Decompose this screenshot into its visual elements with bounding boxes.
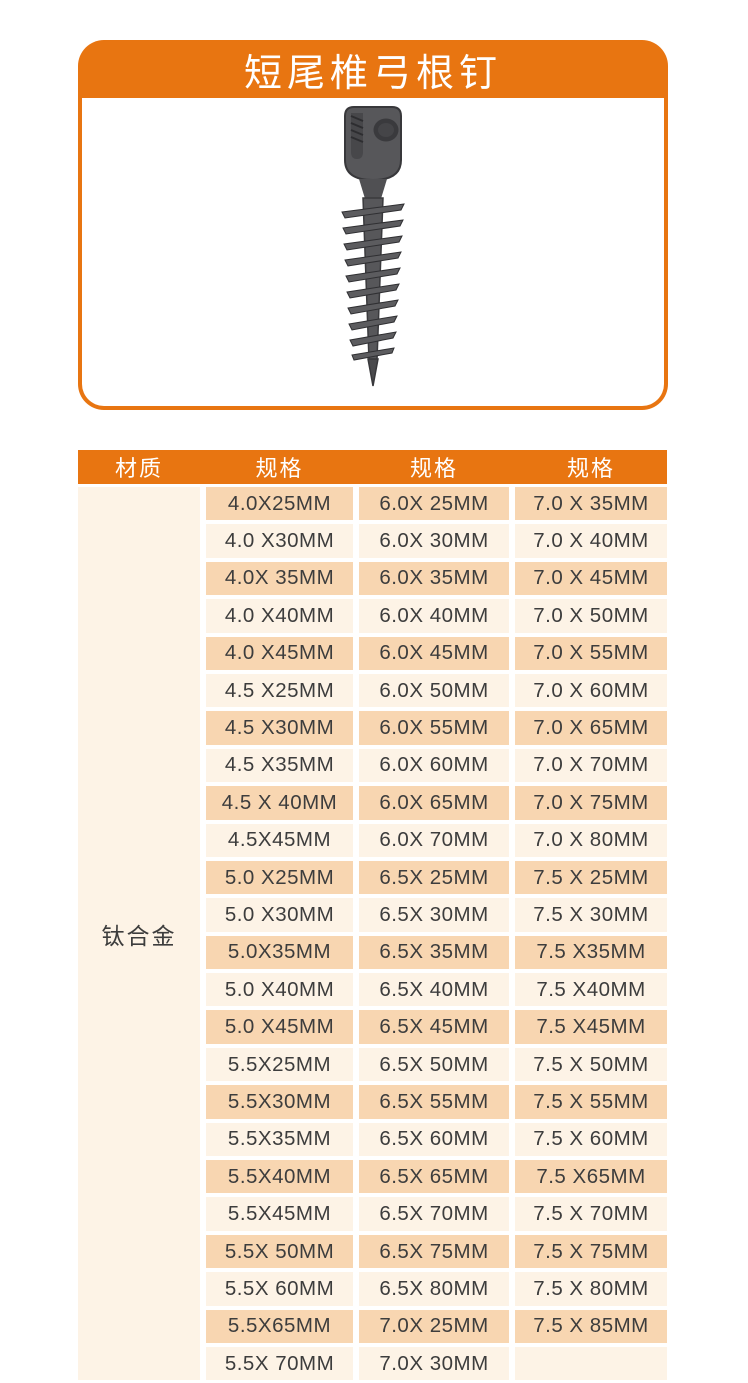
spec-cell: 4.0 X30MM	[206, 524, 353, 558]
spec-cell: 6.5X 35MM	[359, 935, 509, 970]
header-spec-1: 规格	[255, 456, 304, 481]
spec-cell: 7.5 X 70MM	[515, 1197, 667, 1231]
product-card: 短尾椎弓根钉	[78, 40, 668, 410]
spec-cell: 7.5 X35MM	[515, 935, 667, 970]
spec-cell: 5.0 X40MM	[206, 973, 353, 1007]
spec-cell: 5.0 X30MM	[206, 898, 353, 932]
spec-cell: 6.5X 65MM	[359, 1160, 509, 1194]
spec-cell: 7.5 X 25MM	[515, 860, 667, 895]
spec-cell: 5.5X 60MM	[206, 1272, 353, 1306]
spec-cell: 7.0 X 55MM	[515, 636, 667, 670]
spec-table-header: 材质 规格 规格 规格	[78, 450, 667, 484]
header-spec-2: 规格	[409, 456, 458, 481]
spec-cell: 5.0 X45MM	[206, 1010, 353, 1044]
spec-cell: 5.5X65MM	[206, 1309, 353, 1343]
product-title-banner: 短尾椎弓根钉	[78, 40, 668, 98]
spec-cell: 6.0X 35MM	[359, 561, 509, 596]
spec-cell: 7.5 X 50MM	[515, 1047, 667, 1082]
spec-cell: 5.5X30MM	[206, 1085, 353, 1119]
spec-cell: 7.0 X 70MM	[515, 748, 667, 783]
spec-cell: 7.5 X 60MM	[515, 1122, 667, 1157]
spec-cell: 7.5 X 30MM	[515, 898, 667, 932]
product-image-panel	[78, 98, 668, 410]
spec-cell: 6.0X 65MM	[359, 786, 509, 820]
spec-cell: 6.0X 70MM	[359, 823, 509, 857]
spec-cell: 6.0X 55MM	[359, 711, 509, 745]
spec-cell: 4.5 X25MM	[206, 673, 353, 708]
spec-cell: 7.0 X 45MM	[515, 561, 667, 596]
product-title: 短尾椎弓根钉	[243, 52, 502, 95]
spec-cell: 7.5 X 55MM	[515, 1085, 667, 1119]
material-cell: 钛合金	[78, 487, 200, 1381]
spec-cell: 7.5 X45MM	[515, 1010, 667, 1044]
spec-cell: 7.0 X 60MM	[515, 673, 667, 708]
spec-cell: 4.5 X35MM	[206, 748, 353, 783]
spec-cell: 7.0 X 40MM	[515, 524, 667, 558]
spec-cell: 7.0 X 80MM	[515, 823, 667, 857]
spec-cell: 6.5X 80MM	[359, 1272, 509, 1306]
spec-cell: 6.5X 60MM	[359, 1122, 509, 1157]
spec-cell: 6.0X 30MM	[359, 524, 509, 558]
spec-cell: 5.5X45MM	[206, 1197, 353, 1231]
spec-cell	[515, 1346, 667, 1381]
spec-cell: 5.5X25MM	[206, 1047, 353, 1082]
spec-cell: 6.5X 30MM	[359, 898, 509, 932]
spec-cell: 7.0X 30MM	[359, 1346, 509, 1381]
spec-cell: 6.0X 25MM	[359, 487, 509, 521]
spec-cell: 6.5X 50MM	[359, 1047, 509, 1082]
spec-cell: 4.0 X40MM	[206, 599, 353, 633]
spec-cell: 6.5X 25MM	[359, 860, 509, 895]
spec-cell: 7.5 X 85MM	[515, 1309, 667, 1343]
spec-cell: 7.5 X 75MM	[515, 1234, 667, 1269]
spec-cell: 7.0 X 50MM	[515, 599, 667, 633]
header-spec-3: 规格	[566, 456, 615, 481]
header-material: 材质	[114, 456, 163, 481]
spec-cell: 4.5X45MM	[206, 823, 353, 857]
spec-cell: 7.5 X65MM	[515, 1160, 667, 1194]
spec-table: 材质 规格 规格 规格 钛合金 4.0X25MM 4.0 X30MM 4.0X 35…	[78, 450, 667, 1381]
spec-cell: 6.5X 75MM	[359, 1234, 509, 1269]
spec-cell: 4.0 X45MM	[206, 636, 353, 670]
spec-cell: 6.0X 45MM	[359, 636, 509, 670]
spec-cell: 4.5 X 40MM	[206, 786, 353, 820]
spec-cell: 5.0X35MM	[206, 935, 353, 970]
spec-cell: 6.0X 50MM	[359, 673, 509, 708]
spec-cell: 5.5X35MM	[206, 1122, 353, 1157]
spec-cell: 5.5X40MM	[206, 1160, 353, 1194]
spec-cell: 7.5 X40MM	[515, 973, 667, 1007]
spec-cell: 5.5X 70MM	[206, 1346, 353, 1381]
spec-cell: 7.0 X 65MM	[515, 711, 667, 745]
spec-cell: 4.5 X30MM	[206, 711, 353, 745]
spec-cell: 6.0X 60MM	[359, 748, 509, 783]
spec-cell: 6.5X 40MM	[359, 973, 509, 1007]
spec-cell: 6.5X 45MM	[359, 1010, 509, 1044]
spec-cell: 6.0X 40MM	[359, 599, 509, 633]
spec-cell: 7.0 X 35MM	[515, 487, 667, 521]
spec-cell: 7.0 X 75MM	[515, 786, 667, 820]
spec-cell: 6.5X 55MM	[359, 1085, 509, 1119]
spec-cell: 5.5X 50MM	[206, 1234, 353, 1269]
spec-cell: 7.0X 25MM	[359, 1309, 509, 1343]
spec-table-body: 钛合金 4.0X25MM 4.0 X30MM 4.0X 35MM 4.0 X40MM 4…	[78, 487, 667, 1381]
spec-cell: 5.0 X25MM	[206, 860, 353, 895]
spec-cell: 4.0X25MM	[206, 487, 353, 521]
pedicle-screw-image	[341, 106, 405, 387]
spec-cell: 6.5X 70MM	[359, 1197, 509, 1231]
spec-cell: 7.5 X 80MM	[515, 1272, 667, 1306]
spec-cell: 4.0X 35MM	[206, 561, 353, 596]
